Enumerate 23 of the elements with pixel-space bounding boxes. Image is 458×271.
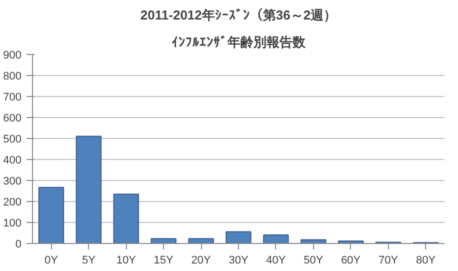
x-tick-label: 30Y bbox=[228, 254, 249, 266]
y-tick-label: 400 bbox=[3, 154, 22, 166]
x-tick-label: 80Y bbox=[416, 254, 436, 266]
chart-title: 2011-2012年ｼｰｽﾞﾝ（第36～2週） bbox=[140, 8, 337, 22]
y-tick-label: 700 bbox=[3, 92, 22, 104]
x-tick-label: 5Y bbox=[82, 254, 96, 266]
x-tick-label: 15Y bbox=[154, 254, 174, 266]
x-tick-label: 0Y bbox=[44, 254, 59, 266]
x-tick-label: 60Y bbox=[341, 254, 362, 266]
x-tick-label: 20Y bbox=[191, 254, 212, 266]
y-tick-label: 300 bbox=[3, 176, 22, 188]
y-tick-label: 100 bbox=[3, 218, 22, 230]
y-tick-label: 500 bbox=[3, 134, 22, 146]
x-tick-label: 70Y bbox=[378, 254, 399, 266]
y-tick-label: 800 bbox=[3, 70, 22, 82]
x-tick-label: 40Y bbox=[266, 254, 286, 266]
x-tick-label: 10Y bbox=[116, 254, 137, 266]
y-tick-label: 600 bbox=[3, 112, 22, 124]
y-tick-label: 200 bbox=[3, 196, 22, 208]
chart-subtitle: ｲﾝﾌﾙｴﾝｻﾞ年齢別報告数 bbox=[172, 34, 306, 50]
y-tick-label: 900 bbox=[3, 50, 22, 62]
x-tick-label: 50Y bbox=[304, 254, 324, 266]
y-tick-label: 0 bbox=[15, 238, 22, 250]
